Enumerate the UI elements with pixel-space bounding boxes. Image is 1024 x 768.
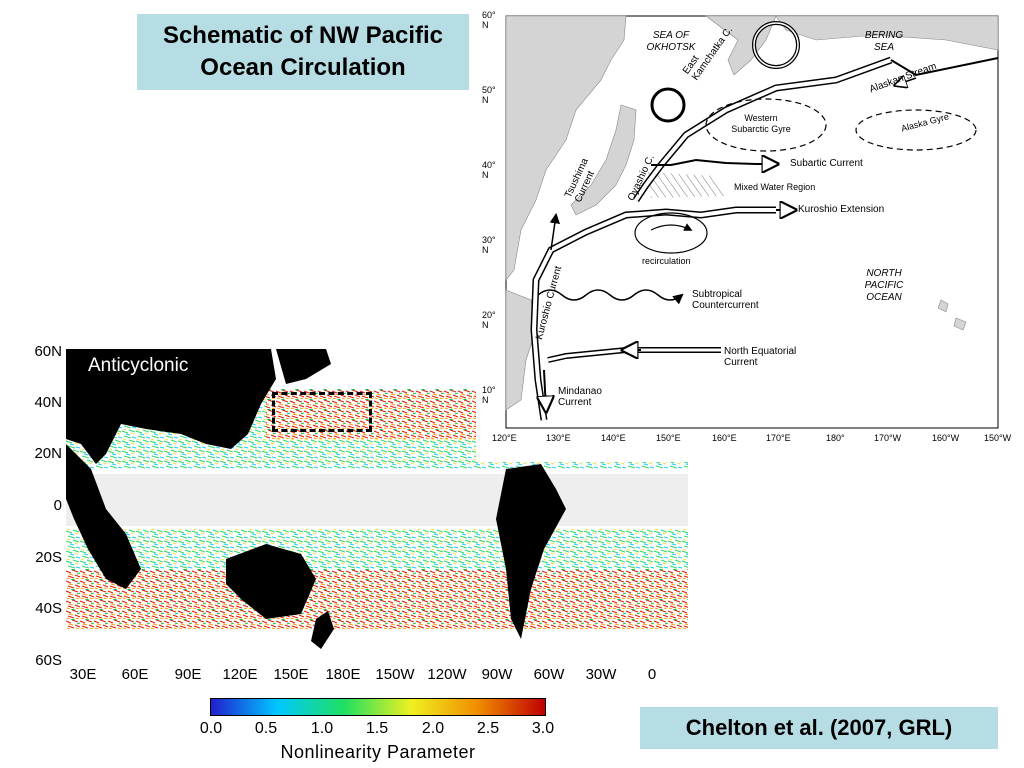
lat-tick: 40S [35,600,62,617]
sch-lon-tick: 180° [826,433,845,443]
colorbar-tick: 1.5 [365,720,389,737]
label-western-subarctic-gyre: Western Subarctic Gyre [731,113,791,134]
sch-lon-tick: 130°E [546,433,571,443]
sch-lat-tick: 60° N [482,10,496,30]
colorbar-tick: 0.5 [254,720,278,737]
panel-label: Anticyclonic [88,355,189,376]
lat-tick: 60N [34,343,62,360]
label-north-pacific-ocean: NORTH PACIFIC OCEAN [864,268,904,303]
title-line-2: Ocean Circulation [200,54,406,81]
lat-tick: 20S [35,549,62,566]
lon-tick: 60E [121,666,149,683]
lon-tick: 150W [375,666,415,683]
sch-lon-tick: 170°E [766,433,791,443]
colorbar-tick: 2.5 [476,720,500,737]
label-bering-sea: BERING SEA [864,30,904,53]
label-mixed-water-region: Mixed Water Region [734,182,816,192]
sch-lon-tick: 160°E [712,433,737,443]
schematic-panel: 60° N 50° N 40° N 30° N 20° N 10° N 120°… [476,0,1024,462]
label-recirculation: recirculation [642,256,691,266]
study-region-box [272,392,372,432]
label-north-equatorial-current: North Equatorial Current [724,346,797,368]
colorbar [210,698,546,716]
sch-lon-tick: 140°E [601,433,626,443]
colorbar-tick: 2.0 [421,720,445,737]
sch-lat-tick: 30° N [482,235,496,255]
citation-box: Chelton et al. (2007, GRL) [640,707,998,749]
lon-tick: 0 [647,666,657,683]
lat-tick: 0 [53,497,62,514]
lon-tick: 150E [273,666,309,683]
label-subtropical-countercurrent: Subtropical Countercurrent [692,289,759,311]
sch-lat-tick: 10° N [482,385,496,405]
lon-tick: 90E [174,666,202,683]
lat-tick: 40N [34,394,62,411]
schematic-map [505,15,999,429]
lon-tick: 30E [69,666,97,683]
sch-lon-tick: 170°W [874,433,902,443]
lon-tick: 120E [222,666,258,683]
colorbar-tick: 3.0 [531,720,555,737]
title-line-1: Schematic of NW Pacific [162,22,444,49]
label-mindanao-current: Mindanao Current [558,386,602,408]
lat-tick: 60S [35,652,62,669]
sch-lat-tick: 50° N [482,85,496,105]
sch-lat-tick: 20° N [482,310,496,330]
label-kuroshio-extension: Kuroshio Extension [798,204,885,215]
lon-tick: 180E [325,666,361,683]
lon-tick: 60W [533,666,565,683]
colorbar-tick: 0.0 [199,720,223,737]
title-box: Schematic of NW Pacific Ocean Circulatio… [137,14,469,90]
sch-lon-tick: 150°E [656,433,681,443]
lon-tick: 120W [427,666,467,683]
label-sea-of-okhotsk: SEA OF OKHOTSK [646,30,696,53]
sch-lat-tick: 40° N [482,160,496,180]
lat-tick: 20N [34,445,62,462]
sch-lon-tick: 150°W [984,433,1012,443]
lon-tick: 30W [585,666,617,683]
sch-lon-tick: 120°E [492,433,517,443]
colorbar-label: Nonlinearity Parameter [280,742,476,762]
sch-lon-tick: 160°W [932,433,960,443]
lon-tick: 90W [481,666,513,683]
label-subarctic-current: Subartic Current [790,158,863,169]
colorbar-tick: 1.0 [310,720,334,737]
